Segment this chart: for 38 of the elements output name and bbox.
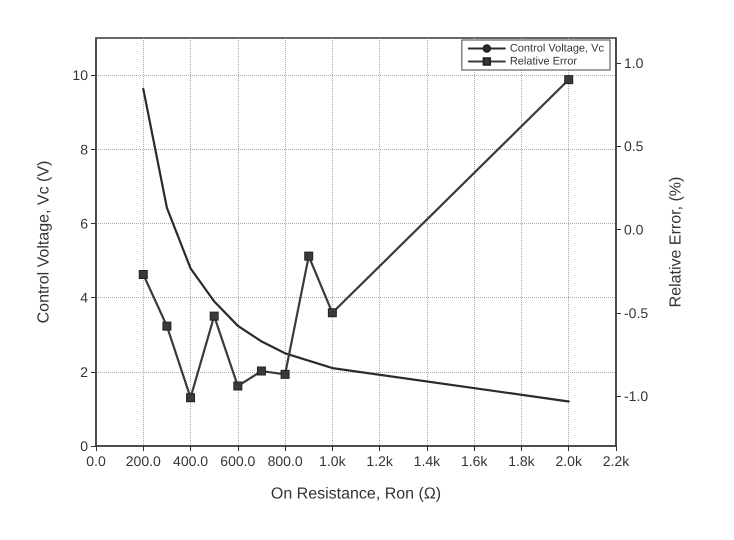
x-tick-label: 2.2k — [602, 453, 630, 469]
y-axis-title: Control Voltage, Vc (V) — [36, 160, 52, 324]
y-tick-label: 2 — [80, 364, 88, 380]
x-tick-label: 1.2k — [366, 453, 394, 469]
x-tick-label: 200.0 — [126, 453, 161, 469]
x-tick-label: 1.4k — [414, 453, 442, 469]
legend-label: Relative Error — [510, 56, 578, 68]
y2-tick-label: 0.5 — [624, 138, 644, 154]
point — [564, 75, 574, 84]
x-tick-label: 400.0 — [173, 453, 208, 469]
point — [138, 270, 148, 279]
x-tick-label: 1.6k — [460, 453, 488, 469]
x-tick-label: 800.0 — [268, 453, 303, 469]
x-tick-label: 600.0 — [220, 453, 256, 469]
x-tick-label: 0.0 — [86, 453, 106, 469]
legend-label: Control Voltage, Vc — [510, 42, 604, 54]
y2-axis-title: Relative Error, (%) — [668, 176, 684, 308]
point — [280, 370, 290, 379]
y2-tick-label: -0.5 — [624, 304, 648, 321]
point — [304, 252, 314, 261]
x-tick-label: 1.0k — [319, 453, 347, 469]
point — [233, 382, 242, 391]
point — [186, 393, 196, 402]
point — [328, 308, 337, 318]
y-tick-label: 4 — [80, 290, 88, 306]
point — [210, 312, 219, 321]
y2-tick-label: 1.0 — [624, 54, 644, 71]
x-tick-label: 1.8k — [508, 453, 536, 469]
y2-tick-label: 0.0 — [624, 222, 644, 238]
point — [256, 366, 266, 376]
x-axis-title: On Resistance, Ron (Ω) — [270, 486, 442, 502]
y-tick-label: 8 — [80, 141, 88, 158]
y-tick-label: 10 — [72, 67, 88, 84]
y-tick-label: 6 — [80, 215, 88, 232]
x-tick-label: 2.0k — [555, 453, 583, 469]
point — [162, 322, 172, 331]
y2-tick-label: -1.0 — [624, 388, 648, 404]
y-tick-label: 0 — [80, 438, 88, 454]
